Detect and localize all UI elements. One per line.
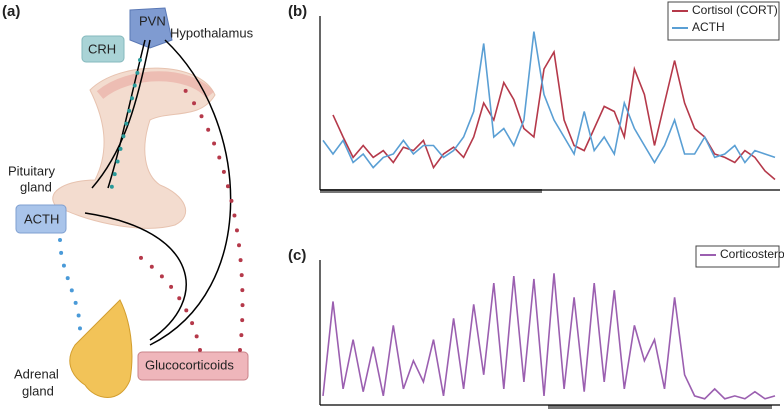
hypothalamus-label: Hypothalamus [170, 25, 254, 40]
series-line [322, 31, 776, 169]
panel-label: (a) [2, 3, 20, 20]
legend-label: Cortisol (CORT) [692, 3, 778, 17]
gc-dots [128, 248, 202, 352]
crh-label: CRH [88, 41, 116, 56]
pvn-shape [129, 7, 173, 49]
adrenal-label: Adrenal [14, 366, 59, 381]
pituitary-label: gland [20, 179, 52, 194]
adrenal-label: gland [22, 383, 54, 398]
series-line [322, 273, 776, 400]
glucocorticoids-box [137, 351, 249, 381]
dark-phase-bar [320, 189, 542, 193]
pituitary-label: Pituitary [8, 163, 55, 178]
glucocorticoids-label: Glucocorticoids [145, 357, 234, 372]
legend-label: Corticosterone [720, 247, 784, 261]
diagram: (a) PVN Hypothalamus CRH Pituitary gland… [2, 3, 254, 398]
panel-label: (b) [288, 3, 307, 20]
acth-box [15, 204, 67, 234]
series-line [332, 49, 776, 181]
acth-dots [58, 238, 82, 332]
pituitary-stalk [52, 67, 216, 229]
acth-label: ACTH [24, 211, 59, 226]
feedback-arrow [84, 212, 187, 341]
panel-label: (c) [288, 247, 306, 264]
crh-neuron [91, 39, 151, 189]
gc-dots [183, 88, 245, 352]
legend-label: ACTH [692, 20, 725, 34]
crh-box [81, 35, 125, 63]
adrenal-shape [69, 299, 133, 398]
legend-box [695, 245, 780, 268]
pvn-label: PVN [139, 13, 166, 28]
dark-phase-bar [548, 405, 772, 409]
legend-box [667, 1, 780, 41]
